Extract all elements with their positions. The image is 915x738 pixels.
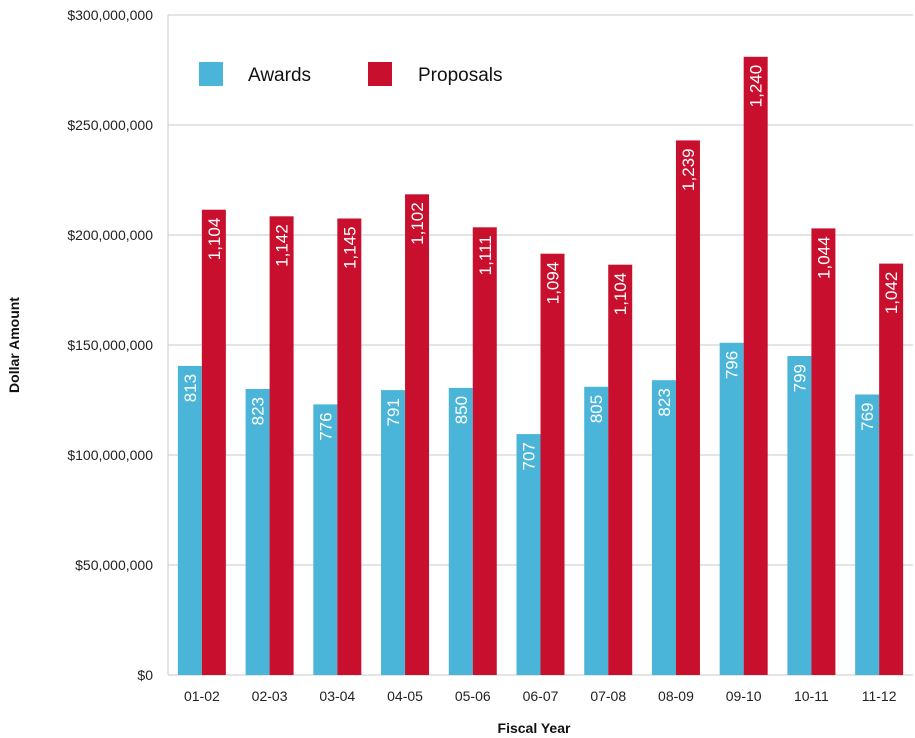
awards-count-label: 813 (181, 374, 200, 402)
proposals-count-label: 1,142 (273, 224, 292, 267)
proposals-count-label: 1,102 (408, 202, 427, 245)
proposals-bar (472, 227, 497, 676)
proposals-bar (743, 56, 768, 676)
x-axis-tick-labels: 01-02 02-03 03-04 04-05 05-06 06-07 07-08 08-09… (184, 688, 897, 704)
x-tick-label: 03-04 (319, 688, 355, 704)
awards-count-label: 805 (587, 395, 606, 423)
x-tick-label: 01-02 (184, 688, 220, 704)
proposals-count-label: 1,111 (476, 235, 495, 275)
proposals-bar (811, 228, 836, 675)
y-tick-label: $100,000,000 (67, 447, 153, 463)
proposals-bar (540, 253, 565, 675)
proposals-bar (269, 216, 294, 676)
awards-bar (516, 434, 541, 675)
proposals-count-label: 1,044 (814, 236, 833, 279)
y-tick-label: $50,000,000 (75, 557, 153, 573)
awards-count-label: 776 (316, 412, 335, 440)
proposals-count-label: 1,240 (747, 65, 766, 108)
bars (177, 56, 904, 676)
proposals-legend-swatch (368, 62, 392, 86)
awards-count-label: 791 (384, 398, 403, 426)
x-tick-label: 02-03 (252, 688, 288, 704)
bar-labels: 813 1,104 823 1,142 776 1,145 791 1,102 850 1,111… (181, 65, 901, 471)
awards-bar (651, 380, 676, 675)
y-tick-label: $150,000,000 (67, 337, 153, 353)
proposals-count-label: 1,104 (205, 218, 224, 261)
awards-bar (177, 365, 202, 675)
x-tick-label: 10-11 (794, 688, 829, 704)
x-axis-title: Fiscal Year (498, 720, 571, 736)
awards-legend-swatch (199, 62, 223, 86)
x-tick-label: 11-12 (862, 688, 897, 704)
proposals-count-label: 1,239 (679, 148, 698, 191)
awards-bar (448, 387, 473, 675)
proposals-bar (879, 263, 904, 675)
proposals-count-label: 1,094 (544, 262, 563, 305)
proposals-bar (608, 264, 633, 675)
y-tick-label: $300,000,000 (67, 7, 153, 23)
awards-count-label: 707 (520, 442, 539, 470)
x-tick-label: 08-09 (658, 688, 694, 704)
y-tick-label: $0 (137, 667, 153, 683)
proposals-bar (201, 209, 226, 675)
proposals-bar (675, 140, 700, 675)
y-axis-tick-labels: $0 $50,000,000 $100,000,000 $150,000,000 $20… (67, 7, 153, 683)
awards-bar (584, 386, 609, 675)
awards-bar (787, 356, 812, 675)
awards-count-label: 823 (249, 397, 268, 425)
awards-bar (245, 389, 270, 675)
awards-count-label: 823 (655, 388, 674, 416)
x-tick-label: 06-07 (523, 688, 559, 704)
x-tick-label: 05-06 (455, 688, 491, 704)
y-tick-label: $200,000,000 (67, 227, 153, 243)
y-axis-title: Dollar Amount (6, 297, 22, 393)
awards-bar (855, 394, 880, 675)
awards-bar (381, 390, 406, 675)
awards-count-label: 769 (858, 403, 877, 431)
awards-count-label: 796 (723, 351, 742, 379)
x-tick-label: 09-10 (726, 688, 762, 704)
awards-bar (313, 404, 338, 675)
proposals-bar (337, 218, 362, 675)
proposals-legend-label: Proposals (418, 65, 503, 86)
awards-count-label: 850 (452, 396, 471, 424)
proposals-count-label: 1,145 (340, 227, 359, 270)
legend: Awards Proposals (199, 62, 503, 86)
proposals-count-label: 1,042 (882, 272, 901, 315)
y-tick-label: $250,000,000 (67, 117, 153, 133)
proposals-bar (405, 194, 430, 676)
x-tick-label: 04-05 (387, 688, 423, 704)
x-tick-label: 07-08 (590, 688, 626, 704)
awards-legend-label: Awards (248, 65, 311, 86)
awards-bar (719, 342, 744, 675)
awards-count-label: 799 (790, 364, 809, 392)
proposals-count-label: 1,104 (611, 273, 630, 316)
